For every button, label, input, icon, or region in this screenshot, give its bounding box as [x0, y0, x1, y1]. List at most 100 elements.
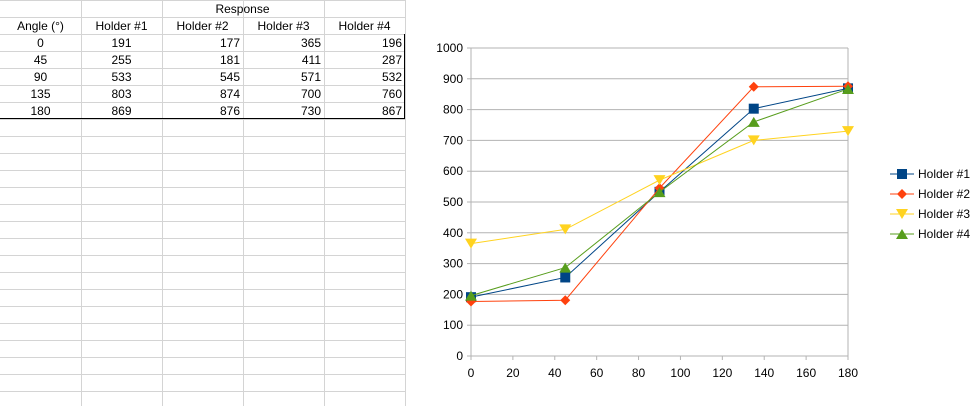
- y-tick-label: 800: [443, 103, 463, 117]
- table-cell[interactable]: 255: [111, 53, 132, 67]
- table-cell[interactable]: 191: [111, 36, 132, 50]
- table-cell[interactable]: 135: [30, 87, 51, 101]
- data-point-holder-4: [465, 290, 477, 301]
- data-point-holder-4: [747, 116, 760, 127]
- sheet-column-line: [81, 0, 82, 406]
- table-cell[interactable]: 803: [111, 87, 132, 101]
- data-point-holder-4: [842, 83, 854, 94]
- table-cell[interactable]: 533: [111, 70, 132, 84]
- table-cell[interactable]: 532: [381, 70, 402, 84]
- chart-canvas: 0 100 200 300 400 500 600 700 800 900 1000 0 20 40 60 8…: [436, 41, 970, 380]
- data-point-holder-1: [560, 272, 571, 283]
- column-header-holder-4: Holder #4: [338, 19, 391, 33]
- sheet-row-line: [0, 238, 406, 239]
- table-cell[interactable]: 177: [219, 36, 240, 50]
- spreadsheet-grid[interactable]: Response Angle (°) Holder #1 Holder #2 H…: [0, 0, 410, 406]
- table-cell[interactable]: 180: [30, 104, 51, 118]
- legend-label-holder-2: Holder #2: [918, 187, 970, 201]
- x-tick-label: 180: [838, 366, 858, 380]
- data-point-holder-2: [560, 295, 571, 306]
- table-cell[interactable]: 874: [219, 87, 240, 101]
- legend-marker-holder-4: [896, 229, 908, 239]
- x-tick-label: 0: [468, 366, 475, 380]
- sheet-row-line: [0, 17, 406, 18]
- data-point-holder-3: [747, 135, 760, 146]
- y-tick-label: 400: [443, 226, 463, 240]
- sheet-row-line: [0, 323, 406, 324]
- table-cell[interactable]: 196: [381, 36, 402, 50]
- y-tick-label: 900: [443, 72, 463, 86]
- y-tick-label: 300: [443, 257, 463, 271]
- legend-marker-holder-2: [897, 189, 907, 199]
- sheet-row-line: [0, 374, 406, 375]
- data-point-holder-4: [653, 187, 666, 198]
- line-chart[interactable]: 0 100 200 300 400 500 600 700 800 900 1000 0 20 40 60 8…: [410, 0, 980, 406]
- y-tick-label: 0: [456, 349, 463, 363]
- sheet-column-line: [243, 0, 244, 406]
- sheet-row-line: [0, 306, 406, 307]
- sheet-row-line: [0, 204, 406, 205]
- legend-marker-holder-3: [896, 209, 908, 219]
- data-point-holder-3: [653, 175, 666, 186]
- column-header-holder-1: Holder #1: [95, 19, 148, 33]
- data-point-holder-3: [842, 126, 854, 137]
- sheet-row-line: [0, 102, 406, 103]
- sheet-row-line: [0, 187, 406, 188]
- response-group-header: Response: [215, 2, 270, 16]
- sheet-row-line: [0, 136, 406, 137]
- data-point-holder-2: [748, 81, 759, 92]
- table-cell[interactable]: 869: [111, 104, 132, 118]
- sheet-row-line: [0, 391, 406, 392]
- sheet-row-line: [0, 170, 406, 171]
- sheet-row-line: [0, 153, 406, 154]
- x-tick-label: 20: [506, 366, 520, 380]
- table-cell[interactable]: 867: [381, 104, 402, 118]
- sheet-row-line: [0, 340, 406, 341]
- table-cell[interactable]: 571: [300, 70, 321, 84]
- sheet-row-line: [0, 85, 406, 86]
- data-point-holder-1: [748, 103, 759, 114]
- table-data-border: [0, 34, 405, 119]
- sheet-row-line: [0, 255, 406, 256]
- y-tick-label: 500: [443, 195, 463, 209]
- sheet-row-line: [0, 51, 406, 52]
- sheet-row-line: [0, 34, 406, 35]
- table-cell[interactable]: 0: [37, 36, 44, 50]
- x-tick-label: 160: [796, 366, 816, 380]
- table-cell[interactable]: 730: [300, 104, 321, 118]
- sheet-row-line: [0, 0, 406, 1]
- table-cell[interactable]: 700: [300, 87, 321, 101]
- sheet-row-line: [0, 272, 406, 273]
- sheet-column-line: [324, 0, 325, 406]
- legend-label-holder-3: Holder #3: [918, 207, 970, 221]
- x-tick-label: 40: [548, 366, 562, 380]
- x-tick-label: 120: [712, 366, 732, 380]
- column-header-holder-2: Holder #2: [176, 19, 229, 33]
- column-header-holder-3: Holder #3: [257, 19, 310, 33]
- x-tick-label: 80: [632, 366, 646, 380]
- table-cell[interactable]: 760: [381, 87, 402, 101]
- y-tick-label: 100: [443, 318, 463, 332]
- legend-marker-holder-1: [897, 169, 907, 179]
- y-tick-label: 700: [443, 133, 463, 147]
- table-cell[interactable]: 365: [300, 36, 321, 50]
- table-cell[interactable]: 545: [219, 70, 240, 84]
- legend-label-holder-4: Holder #4: [918, 227, 970, 241]
- table-cell[interactable]: 90: [33, 70, 48, 84]
- table-cell[interactable]: 411: [301, 53, 321, 67]
- sheet-row-line: [0, 119, 406, 120]
- sheet-column-line: [405, 0, 406, 406]
- y-tick-label: 1000: [436, 41, 463, 55]
- sheet-row-line: [0, 221, 406, 222]
- table-cell[interactable]: 876: [219, 104, 240, 118]
- x-tick-label: 140: [754, 366, 774, 380]
- y-tick-label: 200: [443, 287, 463, 301]
- legend-label-holder-1: Holder #1: [918, 167, 970, 181]
- table-cell[interactable]: 181: [219, 53, 240, 67]
- data-point-holder-3: [465, 238, 477, 249]
- data-point-holder-3: [559, 224, 572, 235]
- table-cell[interactable]: 45: [33, 53, 48, 67]
- x-tick-label: 100: [670, 366, 690, 380]
- sheet-row-line: [0, 68, 406, 69]
- table-cell[interactable]: 287: [381, 53, 402, 67]
